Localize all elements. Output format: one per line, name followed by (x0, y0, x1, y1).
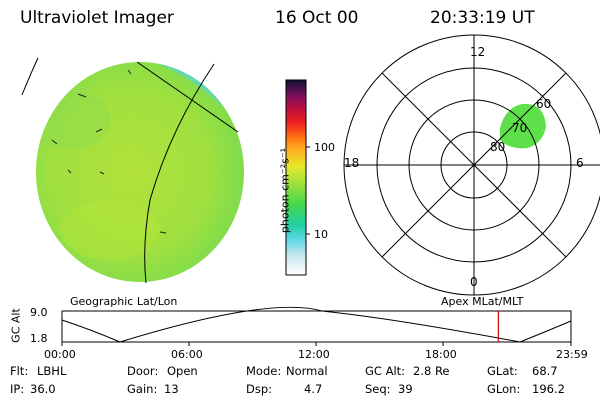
info-value-dsp: 4.7 (304, 382, 323, 396)
info-value-flt: LBHL (37, 364, 67, 378)
info-key-seq: Seq: (365, 382, 391, 396)
mlt-label-18: 18 (344, 156, 360, 170)
auroral-oval-patch (500, 103, 546, 149)
instrument-title: Ultraviolet Imager (20, 8, 174, 28)
colorbar (285, 79, 310, 276)
geographic-label: Geographic Lat/Lon (70, 295, 178, 308)
mlat-label-60: 60 (536, 97, 552, 111)
time-tick-1: 06:00 (171, 348, 203, 361)
info-key-dsp: Dsp: (246, 382, 273, 396)
colorbar-gradient (285, 79, 307, 276)
earth-image (21, 57, 244, 284)
time-tick-3: 18:00 (425, 348, 457, 361)
info-value-gcalt: 2.8 Re (413, 364, 450, 378)
apex-label: Apex MLat/MLT (441, 295, 524, 308)
info-value-ip: 36.0 (30, 382, 56, 396)
altitude-curve (61, 306, 572, 343)
altitude-plot (61, 306, 572, 346)
altitude-ytick-min: 1.8 (30, 332, 48, 345)
polar-plot (343, 34, 600, 296)
info-value-seq: 39 (398, 382, 413, 396)
info-key-flt: Flt: (10, 364, 29, 378)
info-key-glon: GLon: (487, 382, 521, 396)
colorbar-tick-100: 100 (314, 141, 335, 154)
time-label: 20:33:19 UT (430, 8, 535, 28)
time-tick-4: 23:59 (556, 348, 588, 361)
info-key-door: Door: (127, 364, 159, 378)
info-key-glat: GLat: (487, 364, 518, 378)
info-value-door: Open (167, 364, 198, 378)
mlat-label-70: 70 (512, 121, 528, 135)
colorbar-tick-10: 10 (314, 228, 328, 241)
altitude-frame (61, 310, 572, 343)
mlt-label-12: 12 (470, 45, 486, 59)
time-tick-0: 00:00 (44, 348, 76, 361)
mlat-label-80: 80 (490, 140, 506, 154)
info-key-mode: Mode: (246, 364, 282, 378)
mlt-label-0: 0 (470, 275, 478, 289)
info-value-gain: 13 (164, 382, 179, 396)
date-label: 16 Oct 00 (275, 8, 359, 28)
info-value-mode: Normal (286, 364, 328, 378)
earth-disk (36, 62, 244, 282)
info-value-glat: 68.7 (532, 364, 558, 378)
altitude-ylabel: GC Alt (9, 308, 23, 343)
info-key-gain: Gain: (127, 382, 158, 396)
mlt-label-6: 6 (576, 156, 584, 170)
info-key-gcalt: GC Alt: (365, 364, 406, 378)
time-tick-2: 12:00 (298, 348, 330, 361)
colorbar-unit-label: photon cm⁻²s⁻¹ (278, 147, 292, 234)
altitude-ytick-max: 9.0 (30, 306, 48, 319)
info-key-ip: IP: (10, 382, 25, 396)
info-value-glon: 196.2 (532, 382, 565, 396)
